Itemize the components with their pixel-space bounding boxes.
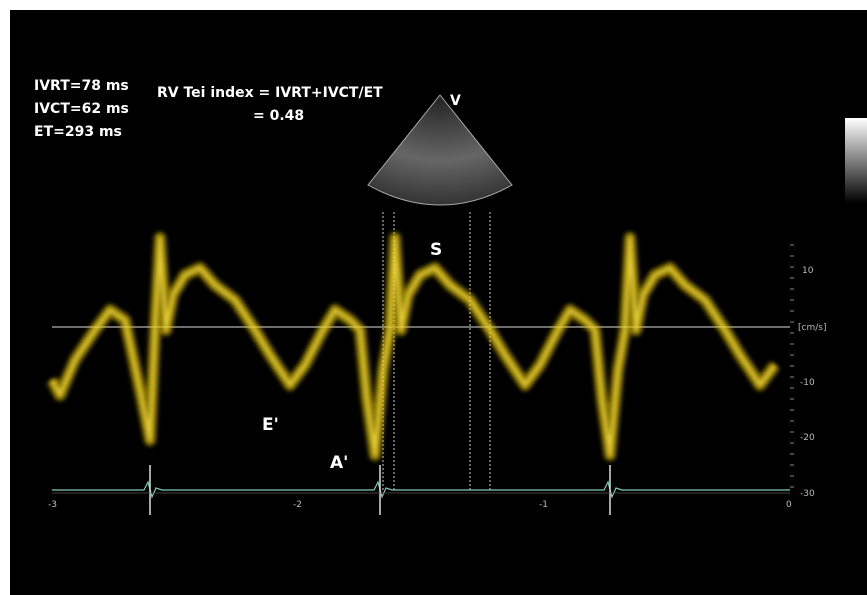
wave-label: A' (330, 453, 348, 473)
velocity-label: [cm/s] (798, 323, 826, 333)
velocity-label: -30 (800, 489, 815, 499)
doppler-trace (46, 232, 780, 461)
measurement: ET=293 ms (34, 124, 122, 140)
echo-sector-outline (367, 94, 513, 206)
time-label: -3 (48, 500, 57, 510)
wave-label: E' (262, 415, 279, 435)
wave-label: S (430, 240, 442, 260)
probe-label: V (450, 93, 461, 109)
time-label: -1 (539, 500, 548, 510)
echo-sector-image (368, 95, 512, 205)
ecg-trace (52, 465, 790, 515)
time-label: -2 (293, 500, 302, 510)
measurement: IVRT=78 ms (34, 78, 129, 94)
velocity-label: 10 (802, 266, 814, 276)
velocity-label: -10 (800, 378, 815, 388)
time-label: 0 (786, 500, 792, 510)
gray-scale-bar (845, 118, 867, 203)
formula-result: = 0.48 (253, 108, 304, 124)
measurement: IVCT=62 ms (34, 101, 129, 117)
velocity-label: -20 (800, 433, 815, 443)
doppler-core (50, 236, 777, 457)
formula: RV Tei index = IVRT+IVCT/ET (157, 85, 383, 101)
